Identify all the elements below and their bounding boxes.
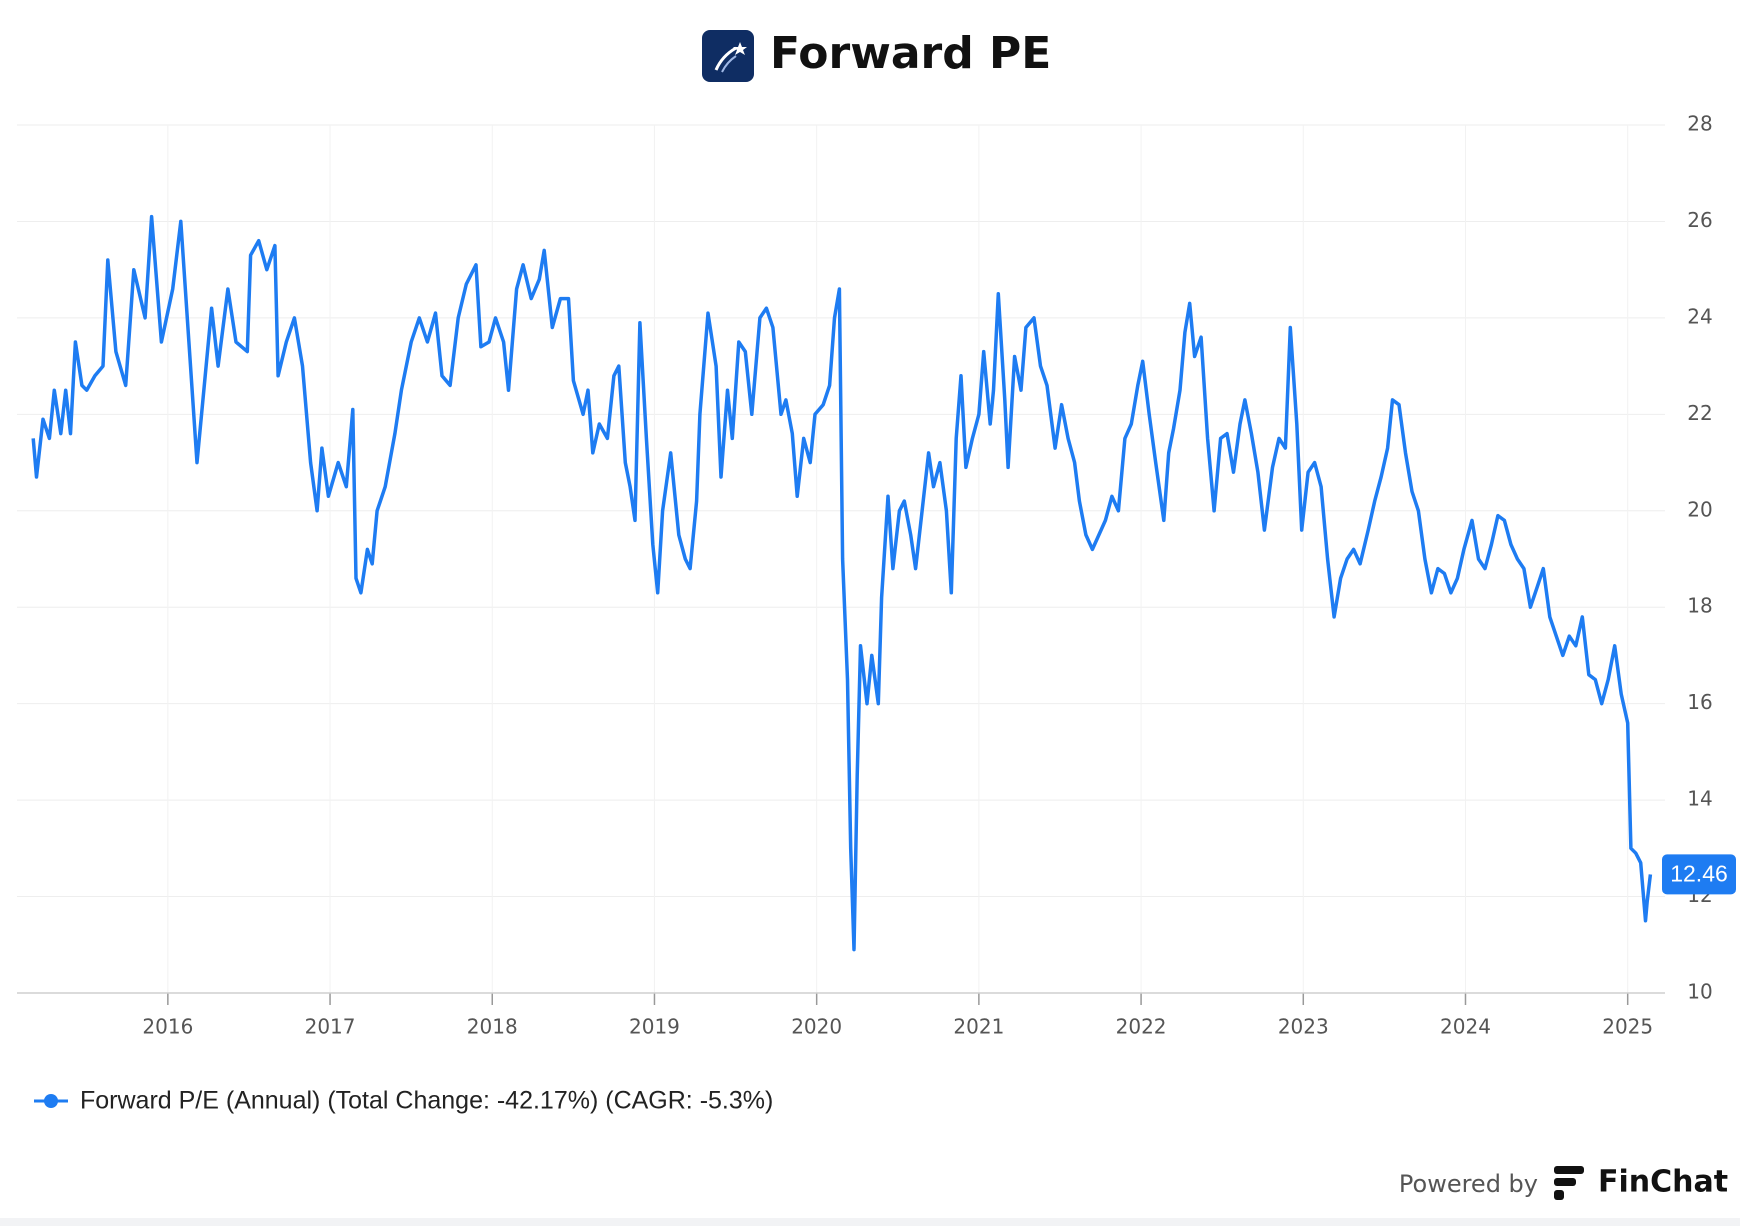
badge-box [1662, 854, 1736, 895]
y-tick-label: 28 [1687, 112, 1712, 136]
x-tick-label: 2025 [1602, 1015, 1653, 1039]
x-tick-label: 2024 [1440, 1015, 1491, 1039]
footer-prefix: Powered by [1399, 1170, 1538, 1198]
chart-title: Forward PE [770, 28, 1051, 79]
y-tick-label: 14 [1687, 787, 1712, 811]
series-line [31, 214, 1653, 952]
footer-logo [1554, 1166, 1584, 1200]
x-tick-label: 2016 [142, 1015, 193, 1039]
x-tick-label: 2022 [1116, 1015, 1167, 1039]
y-tick-label: 20 [1687, 497, 1712, 521]
y-tick-label: 22 [1687, 401, 1712, 425]
bottom-strip [0, 1218, 1740, 1226]
y-tick-label: 10 [1687, 980, 1712, 1004]
legend-marker [44, 1094, 58, 1108]
y-tick-label: 16 [1687, 690, 1712, 714]
footer-brand: FinChat [1598, 1165, 1728, 1200]
y-tick-label: 24 [1687, 304, 1712, 328]
current-value-label: 12.46 [1670, 860, 1728, 886]
x-tick-label: 2021 [953, 1015, 1004, 1039]
x-tick-label: 2023 [1278, 1015, 1329, 1039]
y-tick-label: 26 [1687, 208, 1712, 232]
legend-label: Forward P/E (Annual) (Total Change: -42.… [80, 1087, 773, 1115]
y-tick-label: 18 [1687, 594, 1712, 618]
x-tick-label: 2017 [305, 1015, 356, 1039]
legend: Forward P/E (Annual) (Total Change: -42.… [34, 1087, 773, 1115]
x-tick-label: 2018 [467, 1015, 518, 1039]
x-tick-label: 2020 [791, 1015, 842, 1039]
title-logo [702, 30, 754, 82]
current-value-badge: 12.46 [1662, 854, 1736, 895]
x-tick-label: 2019 [629, 1015, 680, 1039]
